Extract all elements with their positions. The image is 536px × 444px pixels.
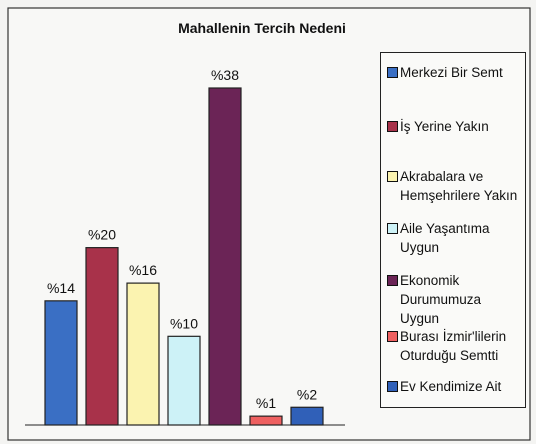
legend-swatch	[387, 381, 398, 392]
legend-label: Burası İzmir'lilerin Oturduğu Semtti	[400, 329, 507, 363]
legend-swatch	[387, 171, 398, 182]
legend-swatch	[387, 275, 398, 286]
data-label: %20	[88, 227, 116, 243]
legend-label: Ekonomik Durumumuza Uygun	[400, 273, 482, 326]
bar	[290, 406, 324, 426]
legend-label: Akrabalara ve Hemşehrilere Yakın	[400, 169, 518, 203]
legend-entry: İş Yerine Yakın	[387, 117, 523, 136]
legend-swatch	[387, 223, 398, 234]
legend-entry: Aile Yaşantıma Uygun	[387, 219, 523, 257]
legend-label: Merkezi Bir Semt	[400, 65, 503, 80]
data-label: %14	[47, 280, 75, 296]
legend-swatch	[387, 331, 398, 342]
legend-swatch	[387, 67, 398, 78]
bar	[167, 335, 201, 426]
bar	[249, 415, 283, 426]
bar	[85, 247, 119, 426]
legend-label: İş Yerine Yakın	[400, 119, 489, 134]
legend-swatch	[387, 121, 398, 132]
legend-entry: Ekonomik Durumumuza Uygun	[387, 271, 523, 328]
legend-entry: Akrabalara ve Hemşehrilere Yakın	[387, 167, 523, 205]
bar	[208, 87, 242, 426]
legend: Merkezi Bir Semt İş Yerine Yakın Akrabalar…	[380, 52, 526, 408]
data-label: %10	[170, 315, 198, 331]
legend-entry: Burası İzmir'lilerin Oturduğu Semtti	[387, 327, 523, 365]
data-label: %16	[129, 262, 157, 278]
chart-title: Mahallenin Tercih Nedeni	[178, 20, 346, 36]
legend-entry: Merkezi Bir Semt	[387, 63, 523, 82]
data-label: %38	[211, 67, 239, 83]
bar	[126, 282, 160, 426]
legend-label: Ev Kendimize Ait	[400, 379, 502, 394]
data-label: %1	[256, 395, 276, 411]
legend-label: Aile Yaşantıma Uygun	[400, 221, 490, 255]
bar	[44, 300, 78, 426]
legend-entry: Ev Kendimize Ait	[387, 377, 523, 396]
data-label: %2	[297, 386, 317, 402]
